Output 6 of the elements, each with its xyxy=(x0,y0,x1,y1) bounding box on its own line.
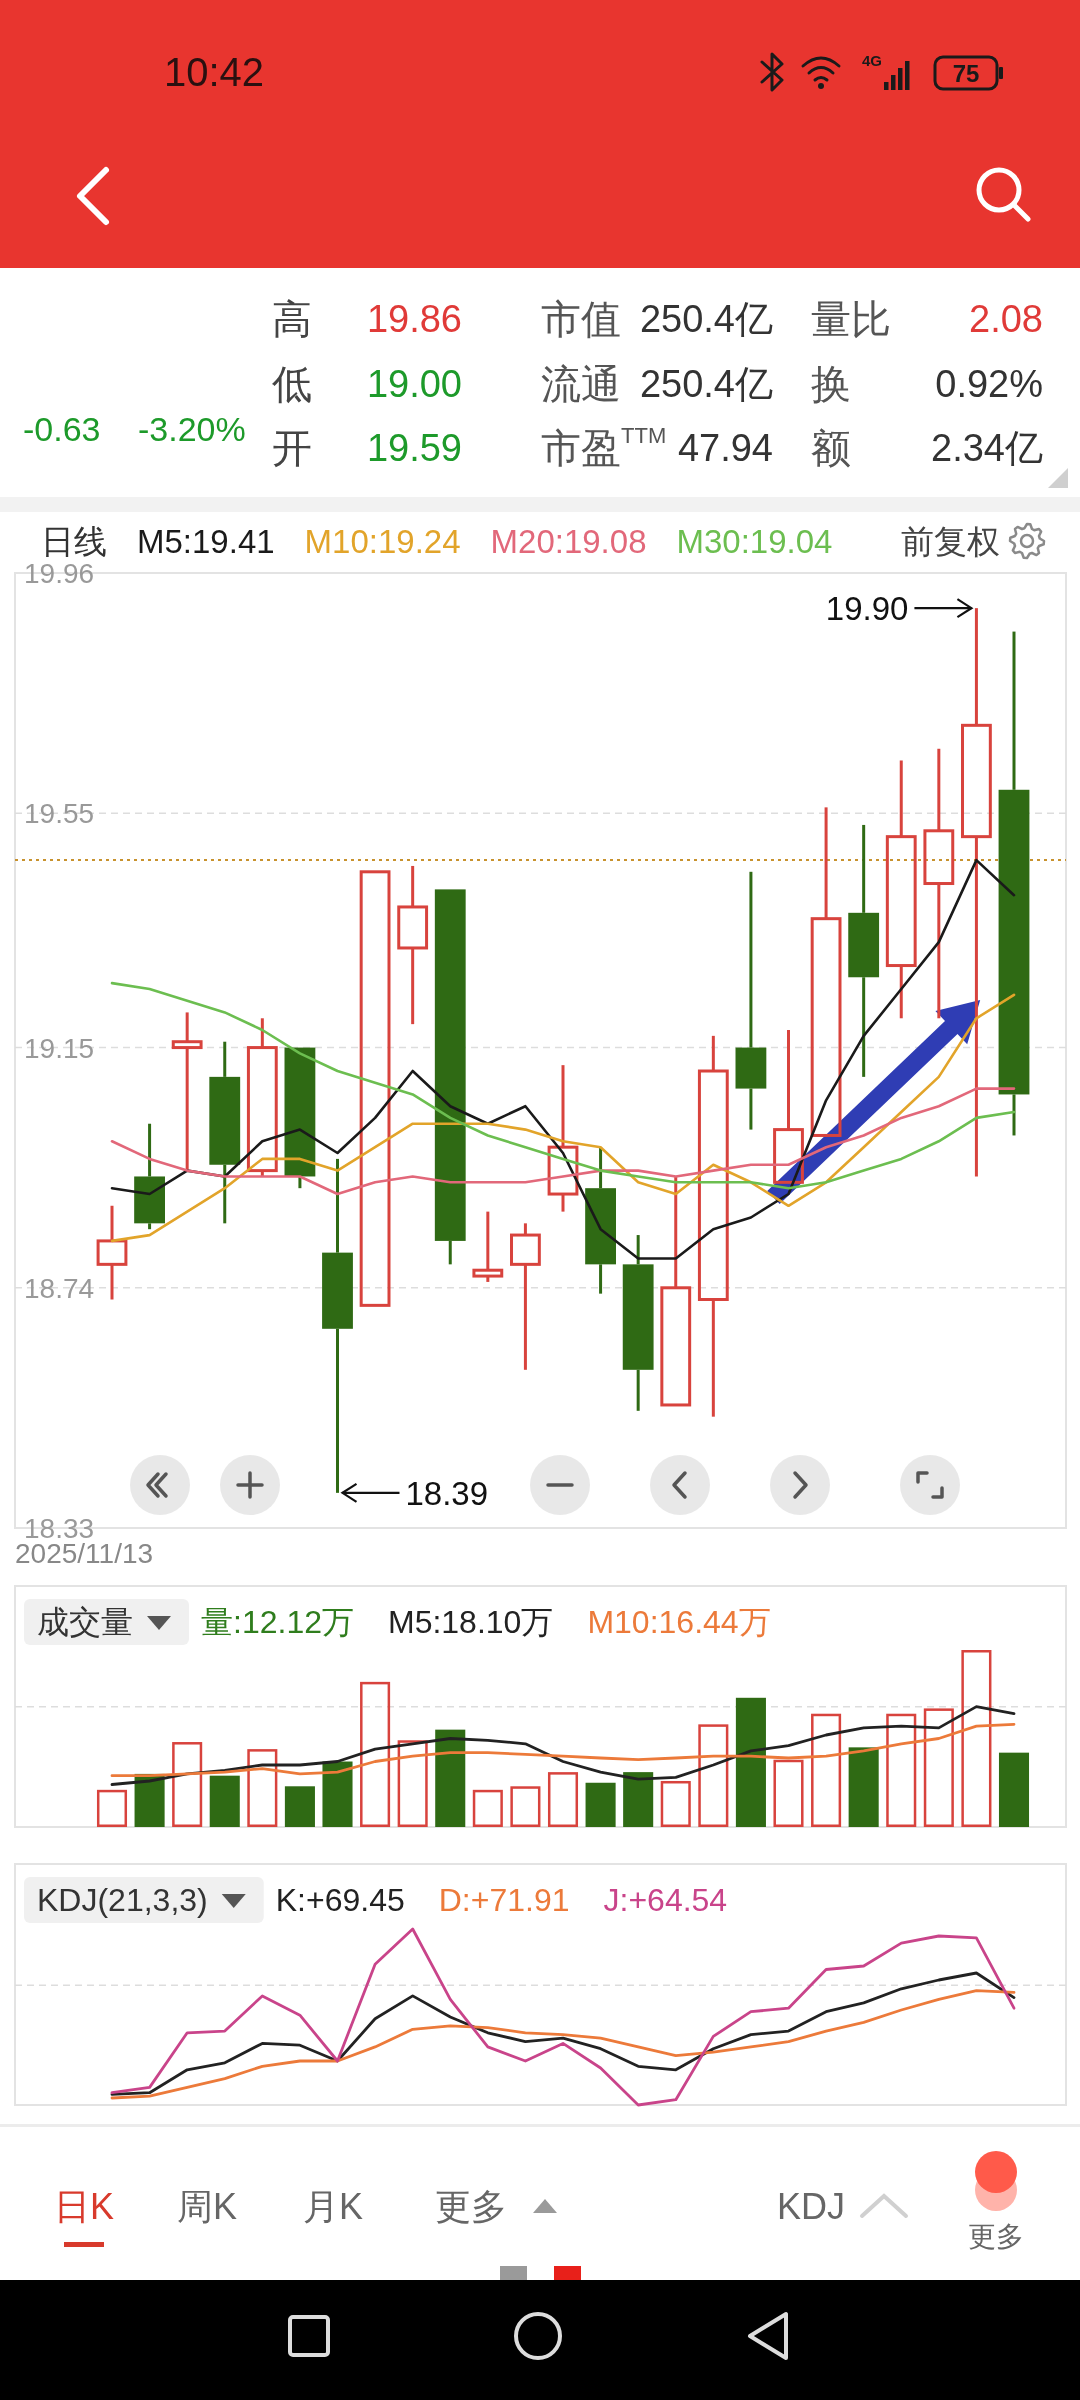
annotation: 18.39 xyxy=(405,1474,489,1512)
annotation: 前复权 xyxy=(901,522,1000,560)
title: KDJ(21,3,3) xyxy=(37,1882,208,1918)
title: 成交量 xyxy=(37,1604,133,1640)
title: 日线 xyxy=(41,522,107,560)
annotation: 19.90 xyxy=(825,589,909,627)
